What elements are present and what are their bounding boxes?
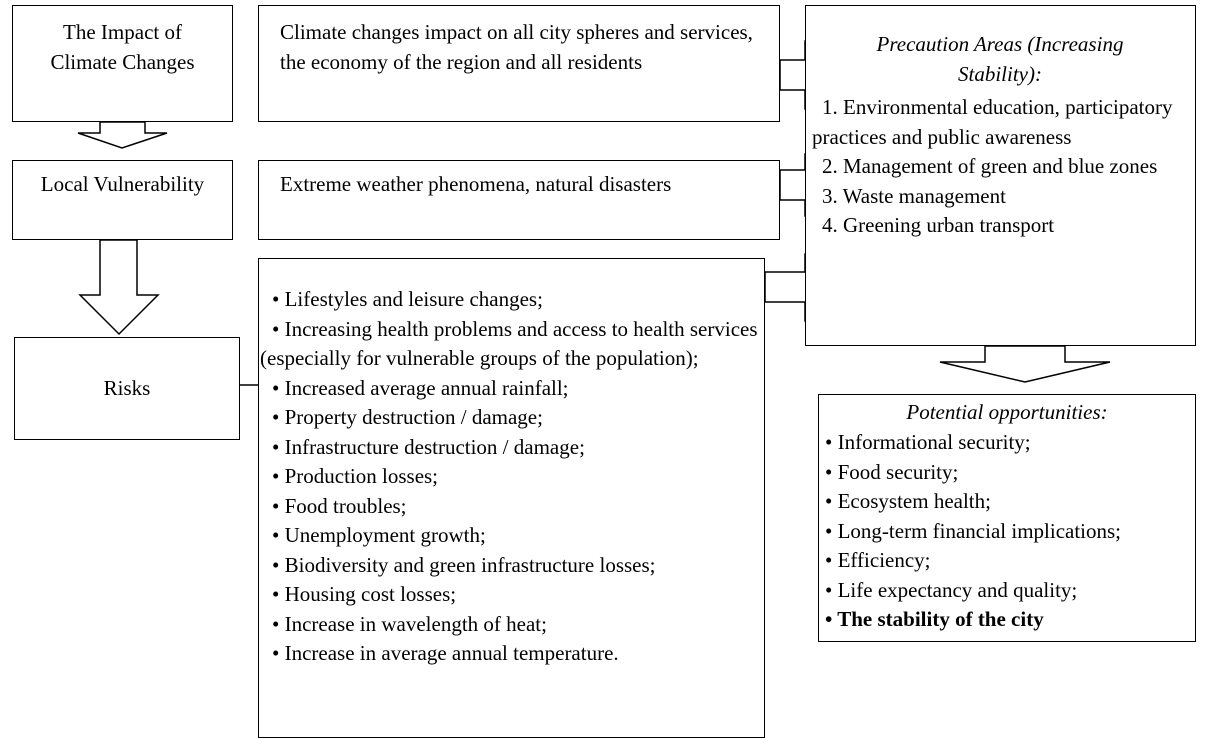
- risk-item: • Production losses;: [272, 464, 439, 488]
- risk-item: • Biodiversity and green infrastructure …: [272, 552, 656, 577]
- risk-item: • Increase in average annual temperature…: [272, 641, 619, 665]
- arrow: [939, 345, 1111, 383]
- precaution-item: 3. Waste management: [822, 183, 1006, 208]
- vulnerability-label: Local Vulnerability: [40, 172, 205, 196]
- risk-item: • Unemployment growth;: [272, 523, 486, 547]
- risk-item: • Lifestyles and leisure changes;: [272, 287, 543, 311]
- opportunities-list: • Informational security; • Food security…: [825, 428, 1190, 635]
- vulnerability-box: [12, 160, 233, 240]
- risk-item: • Food troubles;: [272, 493, 407, 518]
- opportunity-item: • Life expectancy and quality;: [825, 577, 1078, 602]
- opportunities-box: [818, 394, 1196, 642]
- risks-list: • Lifestyles and leisure changes; • Incre…: [260, 285, 760, 669]
- impact-description-box: [258, 5, 780, 122]
- precaution-item: 1. Environmental education, participator…: [812, 95, 1173, 149]
- opportunity-item: • The stability of the city: [825, 607, 1044, 631]
- risk-item: • Housing cost losses;: [272, 582, 457, 606]
- opportunities-title: Potential opportunities:: [906, 400, 1108, 424]
- precaution-box: [805, 5, 1196, 346]
- risk-item: • Increase in wavelength of heat;: [272, 611, 547, 636]
- impact-box: [12, 5, 233, 122]
- precaution-list: 1. Environmental education, participator…: [812, 93, 1187, 241]
- risks-list-box: [258, 258, 765, 738]
- precaution-title: Precaution Areas (Increasing Stability):: [876, 32, 1124, 86]
- impact-label: The Impact of Climate Changes: [50, 20, 195, 74]
- arrow: [78, 239, 160, 336]
- impact-description: Climate changes impact on all city spher…: [280, 20, 753, 74]
- opportunity-item: • Long-term financial implications;: [825, 518, 1122, 543]
- precaution-item: 2. Management of green and blue zones: [822, 154, 1158, 178]
- precaution-item: 4. Greening urban transport: [822, 213, 1055, 237]
- risks-box: [14, 337, 240, 440]
- opportunity-item: • Food security;: [825, 459, 959, 484]
- risk-item: • Increasing health problems and access …: [260, 316, 758, 371]
- risks-label: Risks: [103, 376, 151, 400]
- vulnerability-description: Extreme weather phenomena, natural disas…: [280, 172, 672, 196]
- risk-item: • Property destruction / damage;: [272, 405, 543, 429]
- opportunity-item: • Efficiency;: [825, 548, 931, 572]
- arrow: [77, 121, 168, 149]
- opportunity-item: • Informational security;: [825, 430, 1031, 454]
- risk-item: • Infrastructure destruction / damage;: [272, 434, 585, 459]
- opportunity-item: • Ecosystem health;: [825, 489, 991, 513]
- vulnerability-description-box: [258, 160, 780, 240]
- risk-item: • Increased average annual rainfall;: [272, 375, 569, 400]
